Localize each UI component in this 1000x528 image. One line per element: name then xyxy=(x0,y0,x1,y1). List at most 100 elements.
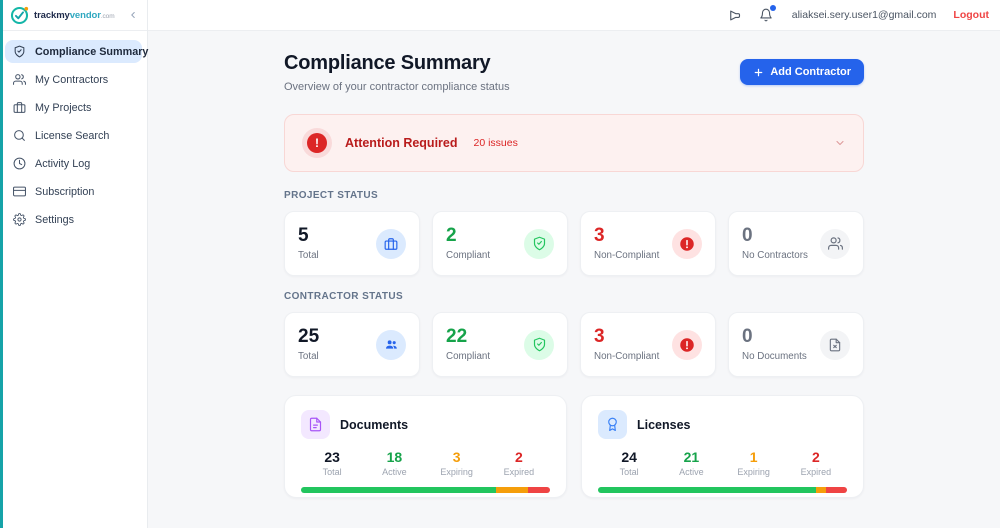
file-icon xyxy=(301,410,330,439)
megaphone-icon[interactable] xyxy=(727,8,742,23)
documents-card: Documents 23 Total 18 Active 3 Expiring 2 Ex… xyxy=(284,395,567,498)
stat-value: 3 xyxy=(594,326,605,348)
add-contractor-label: Add Contractor xyxy=(770,66,851,78)
stat-value: 0 xyxy=(742,326,753,348)
stat-value: 18 xyxy=(386,449,403,465)
stat-value: 2 xyxy=(811,449,820,465)
clock-icon xyxy=(13,157,26,170)
stat-value: 23 xyxy=(324,449,340,465)
stat-value: 1 xyxy=(749,449,758,465)
project-compliant-card: 2 Compliant xyxy=(432,211,568,276)
sidebar-item-label: My Contractors xyxy=(35,73,109,86)
bar-segment-expired xyxy=(826,487,847,494)
chevron-down-icon[interactable] xyxy=(834,137,846,149)
search-icon xyxy=(13,129,26,142)
stat-label: Expiring xyxy=(737,467,770,478)
sidebar-menu: Compliance Summary My Contractors My Pro… xyxy=(0,31,148,240)
sidebar-item-label: Compliance Summary xyxy=(35,45,149,58)
page-header: Compliance Summary Overview of your cont… xyxy=(284,52,864,93)
summary-cards: Documents 23 Total 18 Active 3 Expiring 2 Ex… xyxy=(284,395,864,498)
stat-label: Total xyxy=(298,249,319,261)
file-x-icon xyxy=(820,329,850,360)
licenses-progress-bar xyxy=(598,487,847,494)
alert-title: Attention Required xyxy=(345,136,458,150)
contractor-nodocuments-card: 0 No Documents xyxy=(728,312,864,377)
shield-check-icon xyxy=(524,228,554,259)
credit-card-icon xyxy=(13,185,26,198)
topbar: aliaksei.sery.user1@gmail.com Logout xyxy=(148,0,1000,31)
project-status-cards: 5 Total 2 Compliant 3 Non-Co xyxy=(284,211,864,276)
stat-label: Expired xyxy=(800,467,832,478)
alert-circle-icon: ! xyxy=(302,128,332,158)
stat-label: Active xyxy=(679,467,704,478)
project-status-section-label: PROJECT STATUS xyxy=(284,190,379,201)
briefcase-icon xyxy=(376,228,406,259)
notification-dot xyxy=(769,5,776,11)
bar-segment-expiring xyxy=(815,487,827,494)
bell-icon[interactable] xyxy=(759,5,776,22)
sidebar-item-license-search[interactable]: License Search xyxy=(5,124,142,147)
award-icon xyxy=(598,410,627,439)
bar-segment-active xyxy=(598,487,816,494)
stat-value: 2 xyxy=(514,449,523,465)
stat-value: 0 xyxy=(742,225,753,247)
documents-progress-bar xyxy=(301,487,550,494)
logout-link[interactable]: Logout xyxy=(953,9,989,21)
briefcase-icon xyxy=(13,101,26,114)
sidebar-item-label: My Projects xyxy=(35,101,92,114)
gear-icon xyxy=(13,213,26,226)
sidebar-item-activity-log[interactable]: Activity Log xyxy=(5,152,142,175)
stat-value: 2 xyxy=(446,225,457,247)
contractor-status-section-label: CONTRACTOR STATUS xyxy=(284,291,404,302)
licenses-card: Licenses 24 Total 21 Active 1 Expiring 2 Exp… xyxy=(581,395,864,498)
stat-label: Total xyxy=(322,467,342,478)
bar-segment-expiring xyxy=(495,487,529,494)
sidebar-item-subscription[interactable]: Subscription xyxy=(5,180,142,203)
project-total-card: 5 Total xyxy=(284,211,420,276)
stat-value: 25 xyxy=(298,326,320,348)
stat-label: Expiring xyxy=(440,467,473,478)
sidebar-item-settings[interactable]: Settings xyxy=(5,208,142,231)
bar-segment-active xyxy=(301,487,496,494)
stat-label: Active xyxy=(382,467,407,478)
users-icon xyxy=(13,73,26,86)
sidebar-item-label: Activity Log xyxy=(35,157,91,170)
contractor-status-cards: 25 Total 22 Compliant 3 Non- xyxy=(284,312,864,377)
add-contractor-button[interactable]: Add Contractor xyxy=(740,59,864,85)
plus-icon xyxy=(753,67,764,78)
project-nocontractors-card: 0 No Contractors xyxy=(728,211,864,276)
alert-circle-icon xyxy=(672,228,702,259)
contractor-total-card: 25 Total xyxy=(284,312,420,377)
attention-banner[interactable]: ! Attention Required 20 issues xyxy=(284,114,864,172)
bar-segment-expired xyxy=(528,487,550,494)
brand-name: trackmyvendor.com xyxy=(34,9,115,21)
project-noncompliant-card: 3 Non-Compliant xyxy=(580,211,716,276)
stat-value: 3 xyxy=(452,449,461,465)
main-content: Compliance Summary Overview of your cont… xyxy=(148,31,1000,528)
user-email: aliaksei.sery.user1@gmail.com xyxy=(791,9,937,21)
stat-value: 22 xyxy=(446,326,468,348)
sidebar-item-label: Settings xyxy=(35,213,75,226)
sidebar-collapse-button[interactable] xyxy=(128,10,138,20)
documents-card-title: Documents xyxy=(340,417,409,432)
stat-label: No Documents xyxy=(742,350,807,362)
stat-value: 21 xyxy=(683,449,700,465)
licenses-card-title: Licenses xyxy=(637,417,691,432)
shield-check-icon xyxy=(13,45,26,58)
alert-issues-count: 20 issues xyxy=(473,137,518,149)
stat-label: Compliant xyxy=(446,249,491,261)
documents-stats: 23 Total 18 Active 3 Expiring 2 Expired xyxy=(301,449,550,478)
page-subtitle: Overview of your contractor compliance s… xyxy=(284,81,510,93)
stat-label: Total xyxy=(619,467,639,478)
shield-check-icon xyxy=(524,329,554,360)
chevron-left-icon xyxy=(131,12,135,18)
left-accent-bar xyxy=(0,0,3,528)
sidebar-item-my-projects[interactable]: My Projects xyxy=(5,96,142,119)
sidebar-item-my-contractors[interactable]: My Contractors xyxy=(5,68,142,91)
stat-value: 5 xyxy=(298,225,309,247)
sidebar-item-compliance-summary[interactable]: Compliance Summary xyxy=(5,40,148,63)
sidebar-item-label: License Search xyxy=(35,129,110,142)
users-icon xyxy=(820,228,850,259)
stat-label: Non-Compliant xyxy=(594,249,660,261)
sidebar: trackmyvendor.com Compliance Summary My … xyxy=(0,0,148,528)
